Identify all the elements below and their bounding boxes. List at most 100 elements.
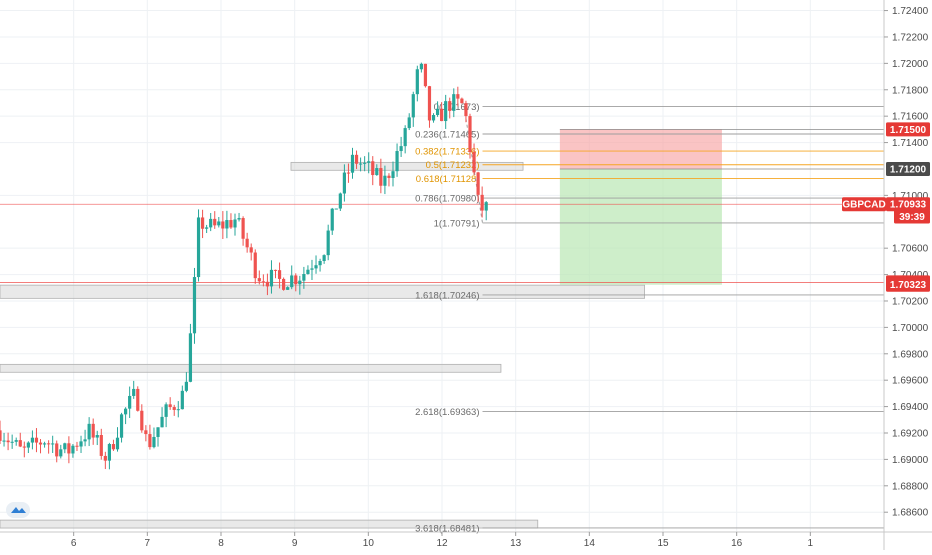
candle-body	[411, 94, 415, 118]
candle-body	[330, 208, 334, 231]
candle-body	[67, 443, 71, 454]
support-zone	[0, 519, 539, 529]
candle-body	[26, 442, 30, 448]
candle-body	[298, 280, 302, 285]
candle-body	[144, 430, 148, 435]
price-label-badge	[886, 122, 930, 137]
candle-body	[95, 435, 99, 438]
candle-body	[435, 108, 440, 115]
candle-body	[221, 221, 225, 229]
candle-body	[55, 443, 59, 457]
candle-body	[128, 395, 132, 409]
candle-body	[148, 434, 152, 448]
x-tick-label: 13	[510, 538, 522, 549]
candle-body	[342, 172, 346, 194]
candle-body	[375, 168, 379, 176]
candle-body	[371, 161, 375, 176]
candle-body	[379, 168, 383, 186]
symbol-badge[interactable]	[842, 197, 886, 212]
candle-body	[38, 442, 43, 445]
y-tick-label: 1.69000	[892, 455, 929, 466]
candle-body	[290, 275, 294, 288]
price-label-text: 1.71500	[890, 125, 927, 136]
y-tick-label: 1.69200	[892, 428, 929, 439]
candle-body	[47, 443, 51, 445]
candle-body	[358, 163, 363, 165]
candle-body	[115, 437, 120, 450]
y-tick-label: 1.71800	[892, 85, 929, 96]
candle-body	[427, 86, 432, 121]
candle-body	[237, 218, 241, 220]
candle-body	[423, 63, 428, 87]
candle-body	[213, 218, 217, 226]
candle-body	[282, 278, 286, 290]
candle-body	[407, 117, 411, 129]
x-tick-label: 6	[71, 538, 77, 549]
price-label-badge	[886, 197, 930, 212]
fib-level-label: 0.618(1.71128)	[416, 174, 480, 185]
x-tick-label: 14	[584, 538, 596, 549]
candle-body	[480, 194, 484, 211]
candle-body	[200, 217, 205, 229]
x-tick-label: 12	[436, 538, 448, 549]
candle-body	[184, 381, 188, 391]
candle-body	[395, 151, 399, 172]
y-tick-label: 1.72400	[892, 6, 929, 17]
price-label-badge	[886, 161, 930, 176]
y-tick-label: 1.69600	[892, 376, 929, 387]
support-zone	[0, 284, 645, 299]
support-zone	[290, 161, 524, 171]
candle-body	[334, 208, 338, 210]
candle-body	[51, 443, 55, 445]
x-tick-label: 1	[808, 538, 814, 549]
candle-body	[322, 255, 326, 261]
fib-level-label: 1(1.70791)	[434, 218, 480, 229]
x-tick-label: 9	[292, 538, 298, 549]
candle-body	[59, 449, 63, 457]
fib-level-label: 0.382(1.71336)	[415, 147, 479, 158]
fib-level-label: 0.236(1.71465)	[415, 129, 479, 140]
candle-body	[229, 220, 233, 228]
candle-body	[286, 287, 290, 290]
candle-body	[257, 278, 261, 282]
candle-body	[10, 441, 14, 443]
take-profit-zone[interactable]	[559, 168, 722, 285]
candle-body	[419, 63, 423, 70]
candle-body	[119, 414, 124, 438]
price-label-badge	[886, 277, 930, 292]
candle-body	[132, 388, 136, 396]
candle-body	[152, 436, 156, 448]
candle-body	[452, 94, 456, 111]
y-tick-label: 1.70200	[892, 296, 929, 307]
candle-body	[79, 441, 83, 447]
candle-body	[460, 98, 464, 104]
candle-body	[136, 388, 140, 411]
x-tick-label: 8	[218, 538, 224, 549]
price-label-text: 1.70933	[890, 200, 927, 211]
stop-loss-zone[interactable]	[559, 129, 722, 169]
candle-body	[354, 154, 359, 164]
candle-body	[387, 175, 391, 178]
candle-body	[6, 440, 10, 443]
price-label-text: 39:39	[899, 212, 925, 223]
candle-body	[346, 172, 351, 174]
candle-body	[0, 430, 2, 441]
candle-body	[140, 410, 144, 431]
candle-body	[180, 390, 184, 410]
candle-body	[75, 445, 79, 447]
candle-body	[318, 260, 322, 266]
candle-body	[205, 227, 209, 229]
candle-body	[172, 407, 176, 410]
candle-body	[269, 269, 274, 287]
candle-body	[265, 281, 270, 287]
candle-body	[253, 252, 257, 279]
x-tick-label: 7	[145, 538, 151, 549]
candle-body	[107, 444, 111, 461]
candle-body	[363, 162, 367, 164]
fib-level-label: 1.618(1.70246)	[415, 290, 479, 301]
candle-body	[71, 445, 75, 454]
y-tick-label: 1.70600	[892, 244, 929, 255]
candle-body	[188, 333, 193, 382]
